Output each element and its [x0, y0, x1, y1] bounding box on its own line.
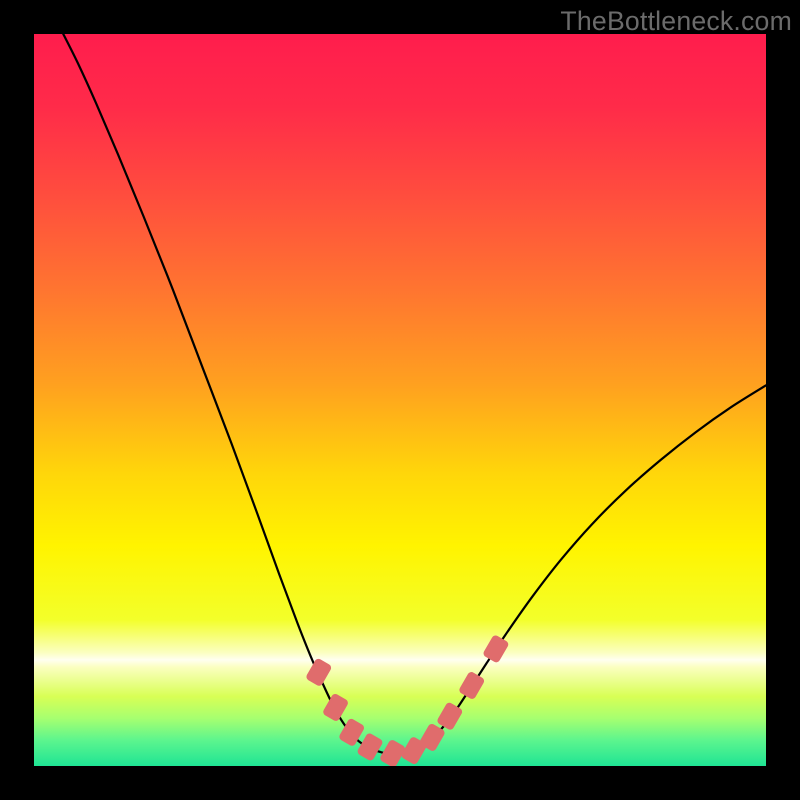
- bottleneck-curve: [63, 34, 766, 754]
- curve-marker: [482, 634, 510, 664]
- plot-area: [34, 34, 766, 766]
- curve-marker: [356, 732, 384, 762]
- watermark-text: TheBottleneck.com: [560, 6, 792, 37]
- curve-markers: [305, 634, 510, 766]
- chart-overlay: [34, 34, 766, 766]
- curve-marker: [458, 671, 486, 701]
- curve-marker: [379, 739, 407, 766]
- curve-marker: [305, 657, 333, 687]
- curve-marker: [322, 693, 350, 723]
